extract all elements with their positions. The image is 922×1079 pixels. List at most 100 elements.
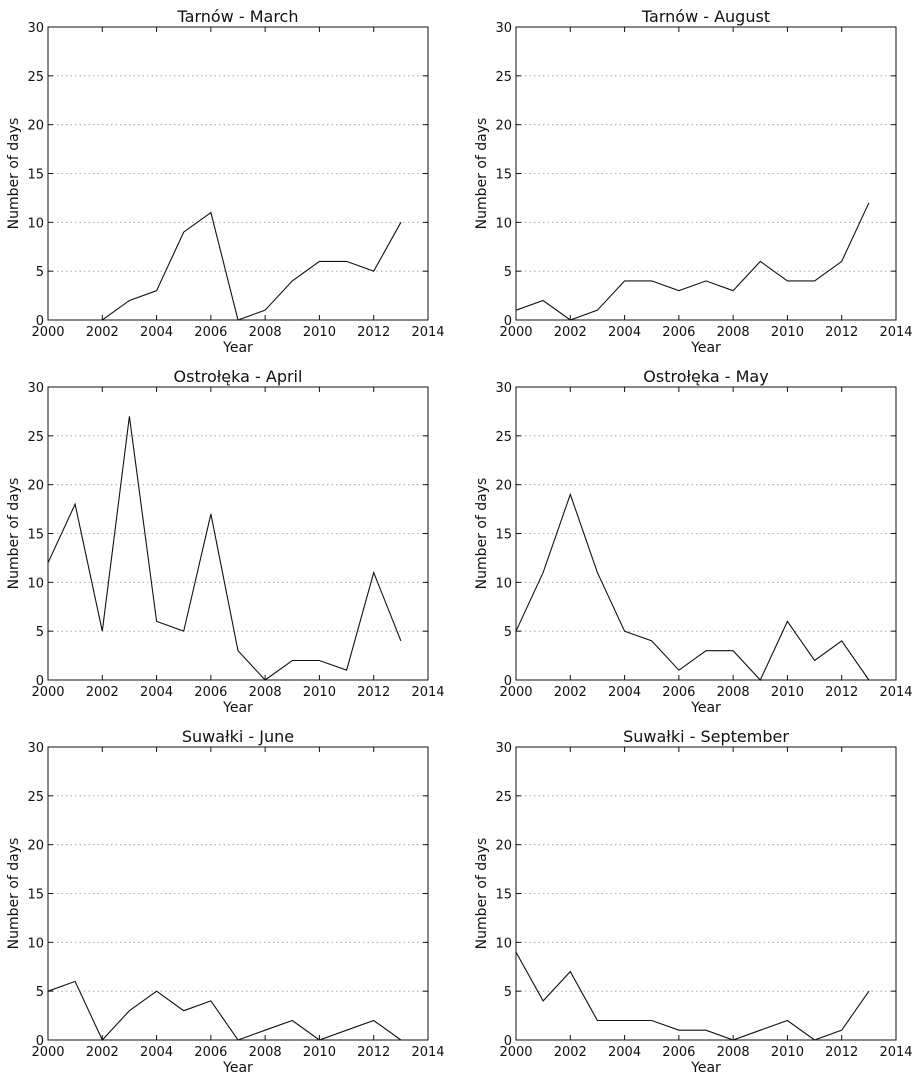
y-tick-label: 10 [495,576,512,591]
data-point [569,970,571,972]
data-point [101,630,103,632]
x-tick-label: 2002 [86,1045,119,1060]
y-tick-label: 0 [504,1034,512,1049]
x-tick-label: 2004 [140,1045,173,1060]
data-point [291,659,293,661]
x-tick-label: 2006 [194,685,227,700]
data-point [841,260,843,262]
data-point [400,221,402,223]
x-axis-label: Year [222,340,253,356]
data-point [705,1029,707,1031]
x-tick-label: 2014 [879,325,912,340]
y-tick-label: 30 [27,381,44,396]
x-tick-label: 2014 [879,685,912,700]
y-tick-label: 25 [27,790,44,805]
data-point [74,980,76,982]
data-point [373,1019,375,1021]
data-point [345,1029,347,1031]
x-tick-label: 2012 [357,1045,390,1060]
data-point [210,1000,212,1002]
data-point [732,650,734,652]
y-tick-label: 20 [27,479,44,494]
data-point [318,659,320,661]
data-point [128,1010,130,1012]
data-point [237,650,239,652]
x-axis-label: Year [690,700,721,716]
x-tick-label: 2006 [194,325,227,340]
data-point [318,260,320,262]
chart-panel-2: 0 5 10 15 20 25 30 2000 2002 2004 2006 2008 2010 2012… [474,7,913,356]
x-tick-label: 2014 [411,325,444,340]
data-point [183,630,185,632]
data-point [596,1019,598,1021]
data-point [759,679,761,681]
x-tick-label: 2004 [140,325,173,340]
data-point [868,202,870,204]
data-point [237,1039,239,1041]
x-tick-label: 2008 [249,685,282,700]
x-axis-label: Year [690,1060,721,1076]
data-point [373,270,375,272]
y-tick-label: 10 [27,576,44,591]
data-point [596,571,598,573]
x-tick-label: 2008 [717,1045,750,1060]
data-point [542,1000,544,1002]
chart-panel-1: 0 5 10 15 20 25 30 2000 2002 2004 2006 2008 2010 2012… [6,7,445,356]
data-point [542,571,544,573]
y-tick-label: 25 [495,790,512,805]
data-point [732,290,734,292]
chart-panel-4: 0 5 10 15 20 25 30 2000 2002 2004 2006 2008 2010 2012… [474,367,913,716]
x-tick-label: 2004 [140,685,173,700]
data-point [623,630,625,632]
x-tick-label: 2000 [499,325,532,340]
data-point [868,990,870,992]
data-point [74,319,76,321]
x-tick-label: 2002 [554,685,587,700]
data-point [264,679,266,681]
data-point [155,990,157,992]
chart-title: Suwałki - September [623,727,789,746]
y-tick-label: 10 [27,216,44,231]
y-tick-label: 0 [36,674,44,689]
data-point [47,562,49,564]
x-tick-label: 2002 [86,685,119,700]
x-tick-label: 2000 [31,685,64,700]
x-tick-label: 2010 [771,685,804,700]
y-tick-label: 25 [495,70,512,85]
data-series-line [515,951,870,1041]
data-point [786,280,788,282]
data-point [373,571,375,573]
data-point [47,319,49,321]
data-point [841,1029,843,1031]
x-tick-label: 2010 [771,1045,804,1060]
data-point [759,260,761,262]
data-point [183,1010,185,1012]
chart-title: Tarnów - March [177,7,299,26]
y-axis-label: Number of days [6,478,22,590]
data-point [155,620,157,622]
y-tick-label: 5 [36,625,44,640]
y-tick-label: 10 [495,936,512,951]
data-point [291,280,293,282]
data-point [515,309,517,311]
data-point [542,299,544,301]
x-tick-label: 2008 [249,1045,282,1060]
data-point [678,1029,680,1031]
data-point [623,1019,625,1021]
y-tick-label: 20 [495,479,512,494]
x-tick-label: 2004 [608,325,641,340]
data-point [128,415,130,417]
data-point [596,309,598,311]
data-point [651,1019,653,1021]
y-tick-label: 0 [504,314,512,329]
y-tick-label: 10 [495,216,512,231]
y-tick-label: 15 [495,528,512,543]
y-tick-label: 15 [495,168,512,183]
x-tick-label: 2008 [717,685,750,700]
y-tick-label: 5 [504,625,512,640]
x-axis-label: Year [222,700,253,716]
x-tick-label: 2014 [411,1045,444,1060]
data-point [183,231,185,233]
x-tick-label: 2000 [31,325,64,340]
data-point [155,290,157,292]
